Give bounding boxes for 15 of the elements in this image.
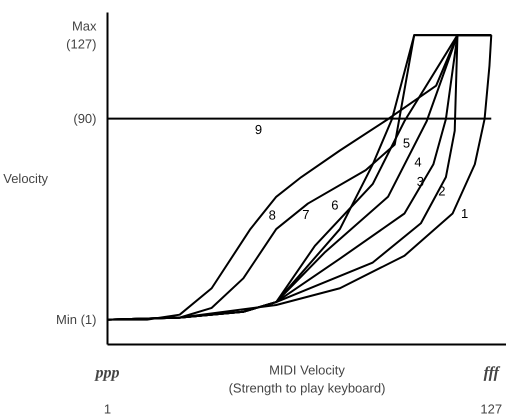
- series-label: 7: [302, 207, 310, 222]
- y-axis-title: Velocity: [3, 171, 49, 186]
- series-label: 5: [402, 136, 410, 151]
- y-tick-label: Max (127): [66, 18, 97, 52]
- series-label: 4: [414, 154, 422, 170]
- text: ppp: [94, 364, 120, 382]
- y-tick-label: Min (1): [56, 312, 97, 328]
- series-label: 6: [331, 198, 339, 213]
- y-tick-label: (90): [73, 111, 97, 126]
- x-axis-title: MIDI Velocity (Strength to play keyboard): [228, 362, 386, 396]
- series-label: 8: [268, 207, 276, 222]
- text: fff: [484, 364, 501, 382]
- series-label: 9: [254, 122, 262, 138]
- series-label: 1: [460, 206, 468, 222]
- x-tick-label: 127: [480, 402, 502, 416]
